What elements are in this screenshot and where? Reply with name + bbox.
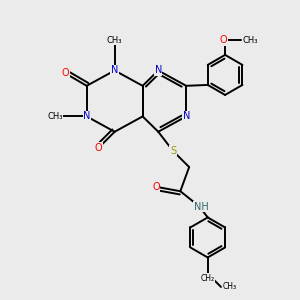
Text: O: O xyxy=(220,35,227,45)
Text: CH₃: CH₃ xyxy=(107,36,122,45)
Text: O: O xyxy=(152,182,160,192)
Text: N: N xyxy=(182,111,190,122)
Text: CH₃: CH₃ xyxy=(223,282,237,291)
Text: CH₂: CH₂ xyxy=(201,274,215,283)
Text: S: S xyxy=(170,146,176,156)
Text: N: N xyxy=(111,65,118,76)
Text: N: N xyxy=(154,65,162,76)
Text: N: N xyxy=(83,111,90,122)
Text: O: O xyxy=(95,143,102,153)
Text: CH₃: CH₃ xyxy=(47,112,63,121)
Text: NH: NH xyxy=(194,202,208,212)
Text: O: O xyxy=(62,68,69,78)
Text: CH₃: CH₃ xyxy=(242,36,258,45)
